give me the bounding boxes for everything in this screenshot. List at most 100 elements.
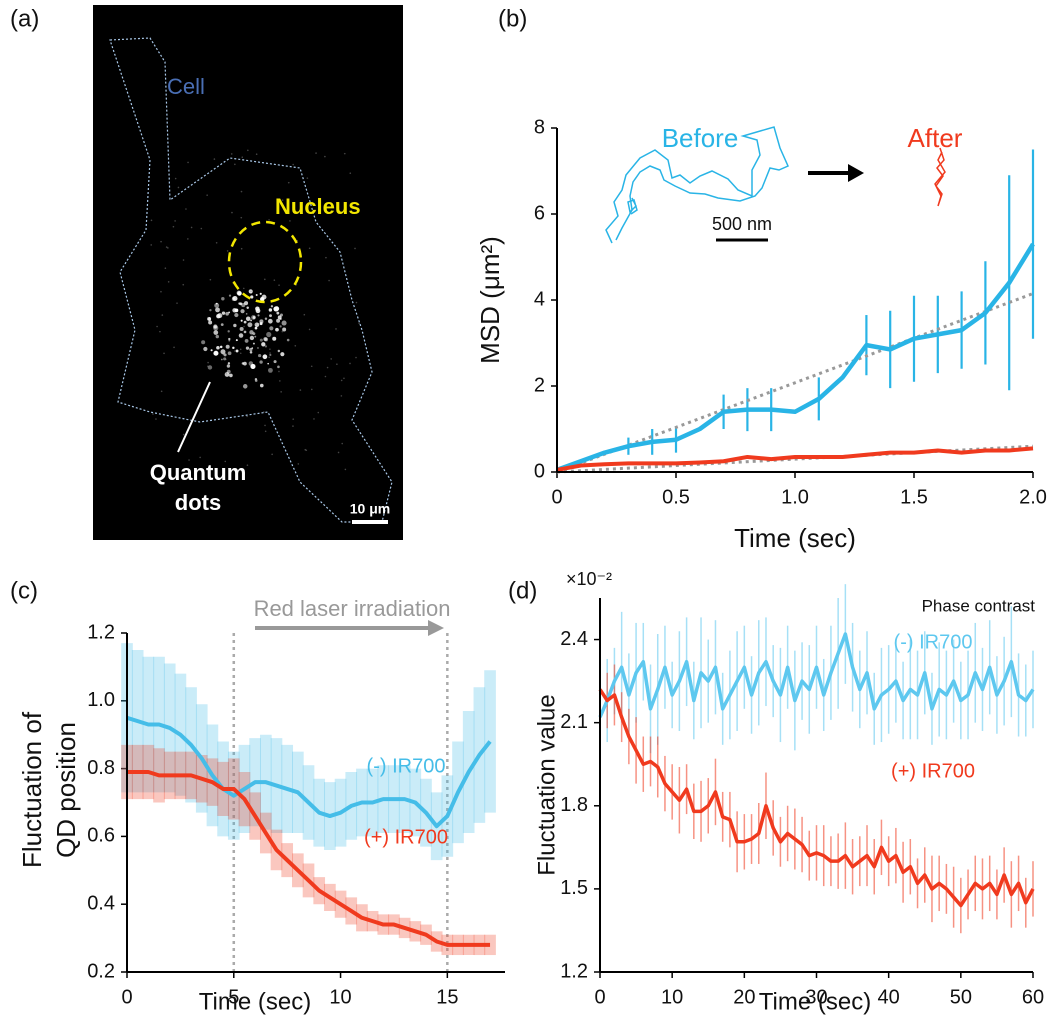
qd-spot — [245, 339, 249, 343]
qd-spot — [244, 331, 247, 334]
qd-spot — [241, 303, 245, 307]
qd-spot — [257, 347, 259, 349]
series-label: (-) IR700 — [894, 631, 973, 653]
qd-spot — [240, 309, 244, 313]
cell-haze — [300, 389, 302, 391]
y-tick-label: 2.1 — [560, 711, 588, 733]
qd-spot — [268, 319, 273, 324]
cell-haze — [240, 352, 242, 354]
cell-haze — [292, 164, 294, 166]
cell-haze — [250, 291, 252, 293]
cell-haze — [178, 187, 180, 189]
cell-haze — [159, 331, 161, 333]
qd-spot — [249, 361, 253, 365]
qd-spot — [228, 340, 230, 342]
qd-spot — [260, 384, 264, 388]
cell-haze — [341, 443, 343, 445]
cell-haze — [183, 259, 185, 261]
qd-spot — [251, 315, 256, 320]
qd-spot — [226, 345, 230, 349]
y-tick-label: 1.2 — [87, 621, 115, 643]
cell-haze — [241, 191, 243, 193]
cell-haze — [151, 220, 153, 222]
qd-spot — [250, 320, 252, 322]
cell-haze — [269, 348, 271, 350]
x-axis-label: Time (sec) — [199, 988, 311, 1015]
qd-spot — [257, 314, 259, 316]
qd-spot — [250, 351, 253, 354]
cell-haze — [280, 391, 282, 393]
qd-spot — [269, 308, 272, 311]
trajectory-before — [628, 198, 637, 214]
cell-haze — [279, 380, 281, 382]
qd-spot — [249, 348, 252, 351]
qd-spot — [239, 333, 244, 338]
cell-haze — [354, 248, 356, 250]
inset-scale-label: 500 nm — [712, 214, 772, 234]
qd-spot — [208, 321, 212, 325]
qd-spot — [266, 332, 271, 337]
y-tick-label: 0 — [534, 460, 545, 482]
qd-spot — [236, 339, 238, 341]
cell-haze — [268, 219, 270, 221]
series-label: (-) IR700 — [367, 755, 446, 777]
cell-haze — [304, 449, 306, 451]
qd-spot — [256, 294, 258, 296]
cell-haze — [155, 418, 157, 420]
cell-haze — [256, 153, 258, 155]
qd-spot — [255, 322, 260, 327]
cell-haze — [160, 291, 162, 293]
qd-spot — [238, 302, 240, 304]
cell-haze — [344, 153, 346, 155]
qd-spot — [274, 360, 277, 363]
y-tick-label: 8 — [534, 116, 545, 138]
cell-haze — [307, 177, 309, 179]
qd-spot — [232, 347, 234, 349]
cell-haze — [206, 194, 208, 196]
cell-haze — [175, 178, 177, 180]
cell-haze — [264, 279, 266, 281]
series-label: (+) IR700 — [364, 826, 448, 848]
qd-spot — [282, 321, 287, 326]
cell-haze — [341, 380, 343, 382]
qd-spot — [280, 352, 284, 356]
cell-haze — [288, 182, 290, 184]
y-tick-label: 1.8 — [560, 794, 588, 816]
qd-spot — [250, 295, 253, 298]
cell-haze — [187, 162, 189, 164]
qd-spot — [228, 330, 230, 332]
qd-spot — [221, 297, 224, 300]
qd-spot — [209, 309, 211, 311]
qd-spot — [227, 364, 230, 367]
qd-spot — [213, 351, 218, 356]
qd-spot — [275, 328, 279, 332]
qd-spot — [243, 362, 247, 366]
x-tick-label: 40 — [878, 986, 900, 1008]
qd-spot — [267, 363, 269, 365]
cell-haze — [343, 377, 345, 379]
y-tick-label: 1.5 — [560, 877, 588, 899]
panel-label: (a) — [10, 5, 39, 32]
cell-haze — [243, 288, 245, 290]
qd-spot — [263, 354, 268, 359]
cell-haze — [341, 395, 343, 397]
qd-spot — [254, 336, 256, 338]
y-tick-label: 1.0 — [87, 689, 115, 711]
cell-haze — [234, 164, 236, 166]
inset-label: Before — [662, 123, 739, 153]
qd-spot — [269, 354, 271, 356]
cell-haze — [216, 242, 218, 244]
x-tick-label: 10 — [329, 986, 351, 1008]
micrograph — [93, 5, 403, 540]
qd-spot — [278, 350, 280, 352]
cell-haze — [241, 156, 243, 158]
cell-haze — [207, 362, 209, 364]
cell-haze — [166, 246, 168, 248]
cell-haze — [269, 352, 271, 354]
cell-haze — [152, 413, 154, 415]
axis-multiplier: ×10⁻² — [566, 569, 612, 589]
cell-haze — [349, 172, 351, 174]
cell-haze — [356, 302, 358, 304]
cell-haze — [309, 329, 311, 331]
x-axis-label: Time (sec) — [734, 523, 856, 553]
